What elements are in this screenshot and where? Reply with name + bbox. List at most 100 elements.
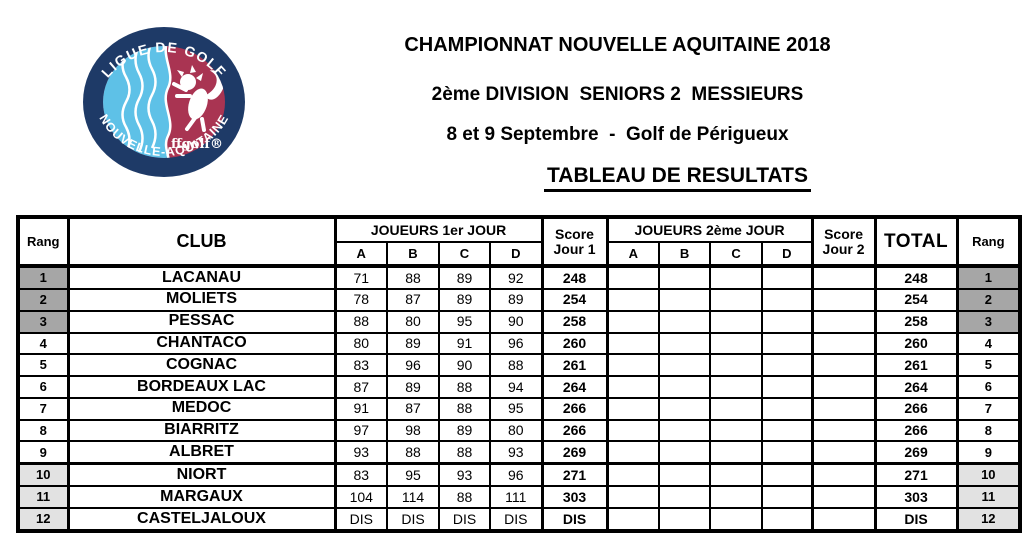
col-header-day1-group: JOUEURS 1er JOUR (333, 216, 544, 243)
day1-c: 93 (438, 462, 491, 488)
day2-a (605, 440, 661, 465)
day2-c (709, 309, 764, 334)
day2-b (658, 375, 712, 399)
club-cell: COGNAC (66, 353, 336, 378)
col-header-day2-group: JOUEURS 2ème JOUR (605, 216, 814, 243)
day2-c (709, 396, 764, 421)
day1-b: 98 (386, 418, 440, 443)
day2-d (761, 265, 814, 290)
final-rank-cell: 4 (955, 331, 1022, 356)
lion-icon (172, 65, 225, 132)
day2-d (761, 396, 814, 421)
col-header-rank-right: Rang (955, 216, 1022, 268)
col-header-club: CLUB (66, 216, 336, 268)
day2-d (761, 375, 814, 399)
jour2-word: Jour 2 (822, 240, 865, 257)
total-cell: 258 (873, 309, 959, 334)
day2-a (605, 353, 661, 378)
day1-a: 83 (333, 353, 388, 378)
day2-a (605, 375, 661, 399)
day2-c (709, 353, 764, 378)
logo-wave-lines (121, 46, 172, 158)
table-row: 5 COGNAC 83 96 90 88 261 261 5 (17, 353, 1022, 378)
col-header-b1: B (386, 241, 440, 268)
day1-a: 83 (333, 462, 388, 488)
table-row: 9 ALBRET 93 88 88 93 269 269 9 (17, 440, 1022, 465)
table-row: 4 CHANTACO 80 89 91 96 260 260 4 (17, 331, 1022, 356)
day1-b: 87 (386, 287, 440, 312)
day2-d (761, 440, 814, 465)
score-day2-cell (810, 331, 877, 356)
header-row-groups: Rang CLUB JOUEURS 1er JOUR Score Jour 1 … (17, 216, 1022, 268)
day2-b (658, 309, 712, 334)
day1-b: 89 (386, 331, 440, 356)
score-word: Score (555, 225, 594, 242)
day2-b (658, 331, 712, 356)
day2-c (709, 506, 764, 533)
day2-b (658, 418, 712, 443)
day1-b: 88 (386, 440, 440, 465)
day1-d: 96 (488, 462, 544, 488)
rank-cell: 7 (17, 396, 69, 421)
day2-b (658, 506, 712, 533)
club-cell: ALBRET (66, 440, 336, 465)
final-rank-cell: 6 (955, 375, 1022, 399)
rank-cell: 2 (17, 287, 69, 312)
day2-b (658, 287, 712, 312)
score-day2-cell (810, 418, 877, 443)
day1-d: 96 (488, 331, 544, 356)
day1-b: 114 (386, 485, 440, 509)
final-rank-cell: 8 (955, 418, 1022, 443)
day1-c: 90 (438, 353, 491, 378)
total-cell: 254 (873, 287, 959, 312)
day2-a (605, 331, 661, 356)
day1-b: 87 (386, 396, 440, 421)
day1-d: 89 (488, 287, 544, 312)
table-row: 2 MOLIETS 78 87 89 89 254 254 2 (17, 287, 1022, 312)
club-cell: BORDEAUX LAC (66, 375, 336, 399)
final-rank-cell: 1 (955, 265, 1022, 290)
day2-c (709, 440, 764, 465)
rank-cell: 8 (17, 418, 69, 443)
day1-a: 97 (333, 418, 388, 443)
club-cell: MARGAUX (66, 485, 336, 509)
col-header-d2: D (761, 241, 814, 268)
day1-a: 93 (333, 440, 388, 465)
day2-c (709, 462, 764, 488)
day1-b: 96 (386, 353, 440, 378)
day1-c: 89 (438, 418, 491, 443)
rank-cell: 4 (17, 331, 69, 356)
day2-a (605, 265, 661, 290)
final-rank-cell: 7 (955, 396, 1022, 421)
day2-d (761, 462, 814, 488)
col-header-total: TOTAL (873, 216, 959, 268)
day1-c: 88 (438, 396, 491, 421)
final-rank-cell: 12 (955, 506, 1022, 533)
col-header-a2: A (605, 241, 661, 268)
day2-a (605, 396, 661, 421)
score-day2-cell (810, 353, 877, 378)
day1-c: DIS (438, 506, 491, 533)
day2-a (605, 287, 661, 312)
title-tableau-resultats: TABLEAU DE RESULTATS (544, 164, 811, 192)
table-row: 6 BORDEAUX LAC 87 89 88 94 264 264 6 (17, 375, 1022, 399)
day2-b (658, 440, 712, 465)
day1-d: 90 (488, 309, 544, 334)
day2-b (658, 396, 712, 421)
day2-d (761, 287, 814, 312)
rank-cell: 9 (17, 440, 69, 465)
day1-d: 94 (488, 375, 544, 399)
title-division: 2ème DIVISION SENIORS 2 MESSIEURS (431, 84, 804, 105)
club-cell: MOLIETS (66, 287, 336, 312)
day1-d: 111 (488, 485, 544, 509)
score-day2-cell (810, 462, 877, 488)
day2-a (605, 506, 661, 533)
day1-a: 80 (333, 331, 388, 356)
club-cell: BIARRITZ (66, 418, 336, 443)
day2-a (605, 309, 661, 334)
day2-d (761, 331, 814, 356)
col-header-score-day1: Score Jour 1 (540, 216, 609, 268)
final-rank-cell: 5 (955, 353, 1022, 378)
day2-c (709, 331, 764, 356)
